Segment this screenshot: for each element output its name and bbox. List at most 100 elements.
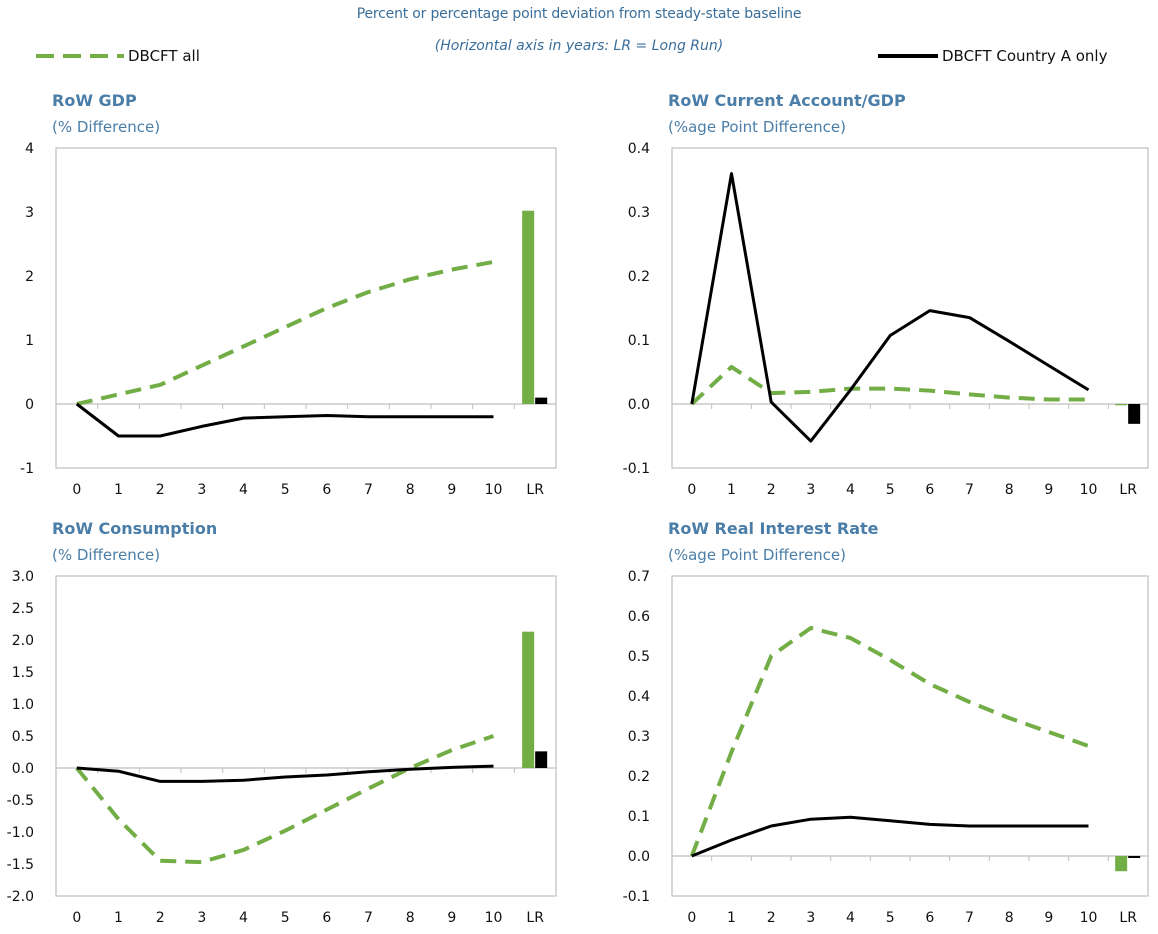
panel-unit-label: (%age Point Difference) bbox=[668, 118, 846, 136]
x-tick-label: 5 bbox=[281, 482, 290, 498]
x-tick-label: 10 bbox=[485, 910, 503, 926]
chart-panel-4: RoW Real Interest Rate (%age Point Differ… bbox=[623, 519, 1149, 926]
y-tick-label: 0.7 bbox=[628, 569, 650, 585]
x-tick-label: 8 bbox=[406, 482, 415, 498]
panel-title: RoW Consumption bbox=[52, 519, 217, 538]
y-tick-label: 2 bbox=[25, 269, 34, 285]
x-tick-label: 6 bbox=[322, 910, 331, 926]
series-line-dbcft-all bbox=[690, 364, 1089, 406]
y-tick-label: 1.5 bbox=[12, 665, 34, 681]
x-tick-label: 7 bbox=[965, 910, 974, 926]
x-tick-label: 0 bbox=[687, 910, 696, 926]
y-tick-label: 0.0 bbox=[12, 761, 34, 777]
lr-bar-dbcft-country-a bbox=[535, 751, 548, 768]
x-tick-label: 8 bbox=[1005, 910, 1014, 926]
y-tick-label: 0.1 bbox=[628, 809, 650, 825]
x-tick-label: 9 bbox=[447, 910, 456, 926]
x-tick-label: 8 bbox=[406, 910, 415, 926]
x-tick-label: 3 bbox=[806, 482, 815, 498]
series-line-dbcft-country-a bbox=[691, 815, 1089, 858]
x-tick-label: 3 bbox=[806, 910, 815, 926]
x-tick-label: 2 bbox=[156, 910, 165, 926]
x-tick-label: LR bbox=[526, 910, 544, 926]
x-tick-label: 7 bbox=[965, 482, 974, 498]
y-tick-label: 0.2 bbox=[628, 769, 650, 785]
legend-entry-all: DBCFT all bbox=[34, 44, 200, 68]
chart-panel-1: RoW GDP (% Difference) -1 0 1 2 3 4 0 1 2 3 4 5 6 7 8 9 10… bbox=[20, 91, 557, 498]
y-tick-label: 0.3 bbox=[628, 729, 650, 745]
legend-label-all: DBCFT all bbox=[128, 47, 200, 65]
series-line-dbcft-all bbox=[76, 259, 494, 406]
x-tick-label: 9 bbox=[1044, 482, 1053, 498]
dashed-line-icon bbox=[36, 54, 124, 58]
x-tick-label: 5 bbox=[886, 910, 895, 926]
y-tick-label: 0.1 bbox=[628, 333, 650, 349]
x-tick-label: 10 bbox=[1080, 910, 1098, 926]
y-tick-label: 3 bbox=[25, 205, 34, 221]
x-tick-label: 7 bbox=[364, 910, 373, 926]
x-tick-label: 5 bbox=[886, 482, 895, 498]
y-tick-label: 1.0 bbox=[12, 697, 34, 713]
panel-unit-label: (% Difference) bbox=[52, 546, 160, 564]
y-tick-label: 0.2 bbox=[628, 269, 650, 285]
x-tick-label: 1 bbox=[727, 482, 736, 498]
legend-entry-country-a: DBCFT Country A only bbox=[876, 44, 1107, 68]
x-tick-label: 6 bbox=[925, 910, 934, 926]
x-tick-label: 2 bbox=[767, 482, 776, 498]
y-tick-label: 0.5 bbox=[628, 649, 650, 665]
series-line-dbcft-all bbox=[75, 734, 495, 865]
lr-bar-dbcft-all bbox=[1115, 856, 1128, 872]
panel-unit-label: (% Difference) bbox=[52, 118, 160, 136]
x-tick-label: 6 bbox=[322, 482, 331, 498]
y-tick-label: 2.0 bbox=[12, 633, 34, 649]
panel-unit-label: (%age Point Difference) bbox=[668, 546, 846, 564]
y-tick-label: 0.4 bbox=[628, 689, 650, 705]
x-tick-label: 1 bbox=[114, 482, 123, 498]
x-tick-label: 2 bbox=[767, 910, 776, 926]
solid-line-icon bbox=[878, 54, 938, 58]
y-tick-label: -1.5 bbox=[7, 857, 34, 873]
y-tick-label: 3.0 bbox=[12, 569, 34, 585]
x-tick-label: LR bbox=[1119, 482, 1137, 498]
x-tick-label: 10 bbox=[1080, 482, 1098, 498]
lr-bar-dbcft-country-a bbox=[1128, 856, 1141, 858]
plot-frame bbox=[671, 147, 1149, 469]
y-tick-label: 0.0 bbox=[628, 849, 650, 865]
y-tick-label: -0.1 bbox=[623, 461, 650, 477]
x-tick-label: 1 bbox=[727, 910, 736, 926]
x-tick-label: 8 bbox=[1005, 482, 1014, 498]
series-line-dbcft-country-a bbox=[76, 764, 494, 783]
panel-title: RoW GDP bbox=[52, 91, 137, 110]
x-tick-label: 6 bbox=[925, 482, 934, 498]
chart-panel-2: RoW Current Account/GDP (%age Point Diffe… bbox=[623, 91, 1149, 498]
panel-title: RoW Real Interest Rate bbox=[668, 519, 879, 538]
y-tick-label: 2.5 bbox=[12, 601, 34, 617]
y-tick-label: -0.1 bbox=[623, 889, 650, 905]
lr-bar-dbcft-country-a bbox=[1128, 404, 1141, 424]
x-tick-label: 4 bbox=[846, 910, 855, 926]
y-tick-label: 0.4 bbox=[628, 141, 650, 157]
x-tick-label: 0 bbox=[72, 910, 81, 926]
x-tick-label: 3 bbox=[197, 910, 206, 926]
x-tick-label: 0 bbox=[687, 482, 696, 498]
x-tick-label: 10 bbox=[485, 482, 503, 498]
x-tick-label: 0 bbox=[72, 482, 81, 498]
y-tick-label: -0.5 bbox=[7, 793, 34, 809]
x-tick-label: 9 bbox=[1044, 910, 1053, 926]
plot-frame bbox=[671, 575, 1149, 897]
x-tick-label: 5 bbox=[281, 910, 290, 926]
lr-bar-dbcft-country-a bbox=[535, 397, 548, 404]
y-tick-label: 0.6 bbox=[628, 609, 650, 625]
y-tick-label: -1 bbox=[20, 461, 34, 477]
panel-title: RoW Current Account/GDP bbox=[668, 91, 906, 110]
x-tick-label: 2 bbox=[156, 482, 165, 498]
plot-frame bbox=[55, 147, 557, 469]
x-tick-label: 7 bbox=[364, 482, 373, 498]
lr-bar-dbcft-all bbox=[1115, 404, 1128, 406]
plot-frame bbox=[55, 575, 557, 897]
y-tick-label: -2.0 bbox=[7, 889, 34, 905]
series-line-dbcft-all bbox=[689, 626, 1090, 857]
x-tick-label: 4 bbox=[239, 910, 248, 926]
x-tick-label: 1 bbox=[114, 910, 123, 926]
